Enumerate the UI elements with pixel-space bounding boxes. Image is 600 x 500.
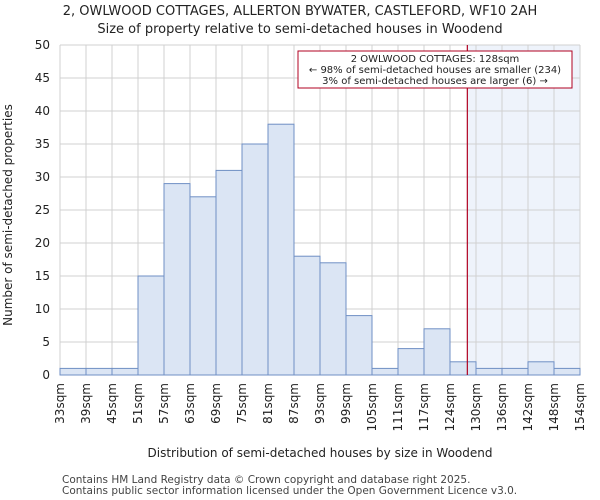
- x-tick-label: 45sqm: [105, 383, 119, 424]
- x-tick-label: 142sqm: [521, 383, 535, 431]
- bar: [189, 196, 217, 376]
- y-tick-label: 35: [35, 137, 50, 151]
- footer-line-2: Contains public sector information licen…: [62, 485, 517, 497]
- x-tick-label: 130sqm: [469, 383, 483, 431]
- annotation-box: 2 OWLWOOD COTTAGES: 128sqm ← 98% of semi…: [297, 50, 573, 89]
- chart-title: 2, OWLWOOD COTTAGES, ALLERTON BYWATER, C…: [63, 4, 537, 19]
- annotation-line-3: 3% of semi-detached houses are larger (6…: [322, 76, 548, 87]
- bar: [371, 367, 399, 376]
- x-tick-label: 63sqm: [183, 383, 197, 424]
- annotation-line-1: 2 OWLWOOD COTTAGES: 128sqm: [351, 54, 520, 65]
- y-axis-label: Number of semi-detached properties: [1, 104, 15, 326]
- y-tick-label: 5: [42, 335, 50, 349]
- bar: [449, 361, 477, 376]
- x-tick-label: 33sqm: [53, 383, 67, 424]
- x-tick-label: 117sqm: [417, 383, 431, 431]
- x-tick-label: 154sqm: [573, 383, 587, 431]
- bar: [85, 367, 113, 376]
- y-tick-label: 15: [35, 269, 50, 283]
- footer-line-1: Contains HM Land Registry data © Crown c…: [62, 474, 470, 486]
- x-axis-label: Distribution of semi-detached houses by …: [148, 446, 493, 460]
- annotation-line-2: ← 98% of semi-detached houses are smalle…: [309, 65, 561, 76]
- y-tick-label: 30: [35, 170, 50, 184]
- x-tick-label: 124sqm: [443, 383, 457, 431]
- bar: [345, 315, 373, 376]
- x-tick-label: 93sqm: [313, 383, 327, 424]
- bar: [501, 367, 529, 376]
- y-tick-label: 20: [35, 236, 50, 250]
- x-tick-label: 57sqm: [157, 383, 171, 424]
- bar: [319, 262, 347, 376]
- y-tick-label: 45: [35, 71, 50, 85]
- bar: [423, 328, 451, 376]
- x-tick-label: 51sqm: [131, 383, 145, 424]
- x-tick-label: 105sqm: [365, 383, 379, 431]
- x-tick-label: 136sqm: [495, 383, 509, 431]
- bar: [241, 143, 269, 376]
- x-tick-label: 75sqm: [235, 383, 249, 424]
- bar: [553, 367, 581, 376]
- y-tick-label: 50: [35, 38, 50, 52]
- x-tick-label: 148sqm: [547, 383, 561, 431]
- chart-subtitle: Size of property relative to semi-detach…: [97, 22, 502, 37]
- bar: [293, 255, 321, 376]
- x-tick-label: 99sqm: [339, 383, 353, 424]
- annotation-border: [297, 50, 573, 89]
- bar: [111, 367, 139, 376]
- bar: [267, 123, 295, 376]
- bar: [59, 367, 87, 376]
- y-tick-label: 25: [35, 203, 50, 217]
- x-tick-label: 87sqm: [287, 383, 301, 424]
- x-tick-label: 81sqm: [261, 383, 275, 424]
- bar: [215, 169, 243, 376]
- x-ticks: 33sqm 39sqm 45sqm 51sqm 57sqm 63sqm 69sqm 75sqm…: [53, 383, 587, 431]
- bar: [163, 183, 191, 376]
- bar: [137, 275, 165, 376]
- bar: [475, 367, 503, 376]
- bars: [59, 123, 581, 376]
- bar: [397, 348, 425, 376]
- y-tick-label: 0: [42, 368, 50, 382]
- x-tick-label: 111sqm: [391, 383, 405, 431]
- y-tick-label: 10: [35, 302, 50, 316]
- bar: [527, 361, 555, 376]
- y-tick-label: 40: [35, 104, 50, 118]
- x-tick-label: 39sqm: [79, 383, 93, 424]
- y-ticks: 0 5 10 15 20 25 30 35 40 45 50: [35, 38, 50, 382]
- x-tick-label: 69sqm: [209, 383, 223, 424]
